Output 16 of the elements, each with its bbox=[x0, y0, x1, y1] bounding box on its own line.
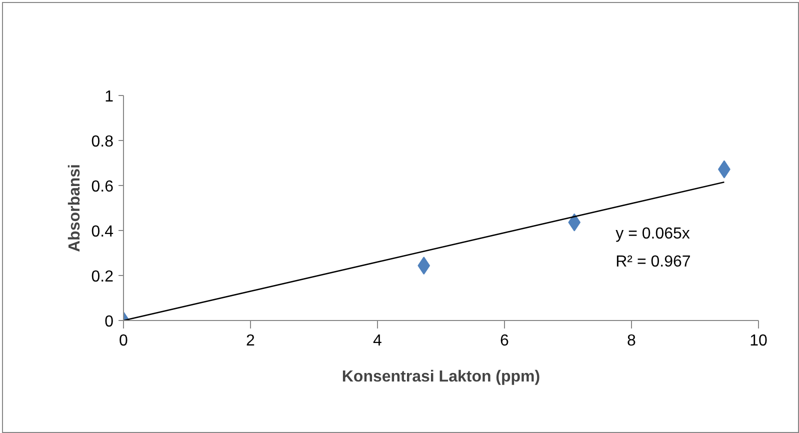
x-tick-label: 8 bbox=[627, 332, 636, 350]
annotation: R² = 0.967 bbox=[616, 254, 691, 270]
y-tick-label: 1 bbox=[104, 88, 114, 106]
x-tick-label: 4 bbox=[373, 332, 382, 350]
x-tick-label: 6 bbox=[500, 332, 510, 350]
y-tick-label: 0.4 bbox=[91, 224, 114, 240]
x-tick-label: 0 bbox=[119, 332, 128, 350]
y-tick-label: 0.6 bbox=[91, 178, 114, 196]
y-tick-label: 0.8 bbox=[91, 134, 114, 150]
x-tick-label: 10 bbox=[750, 332, 768, 350]
annotation: y = 0.065x bbox=[616, 225, 690, 242]
y-tick-label: 0 bbox=[104, 314, 114, 330]
x-tick-label: 2 bbox=[246, 332, 256, 350]
y-axis-title: Absorbansi bbox=[66, 164, 84, 252]
x-axis-title: Konsentrasi Lakton (ppm) bbox=[342, 368, 540, 386]
y-tick-label: 0.2 bbox=[91, 268, 114, 286]
